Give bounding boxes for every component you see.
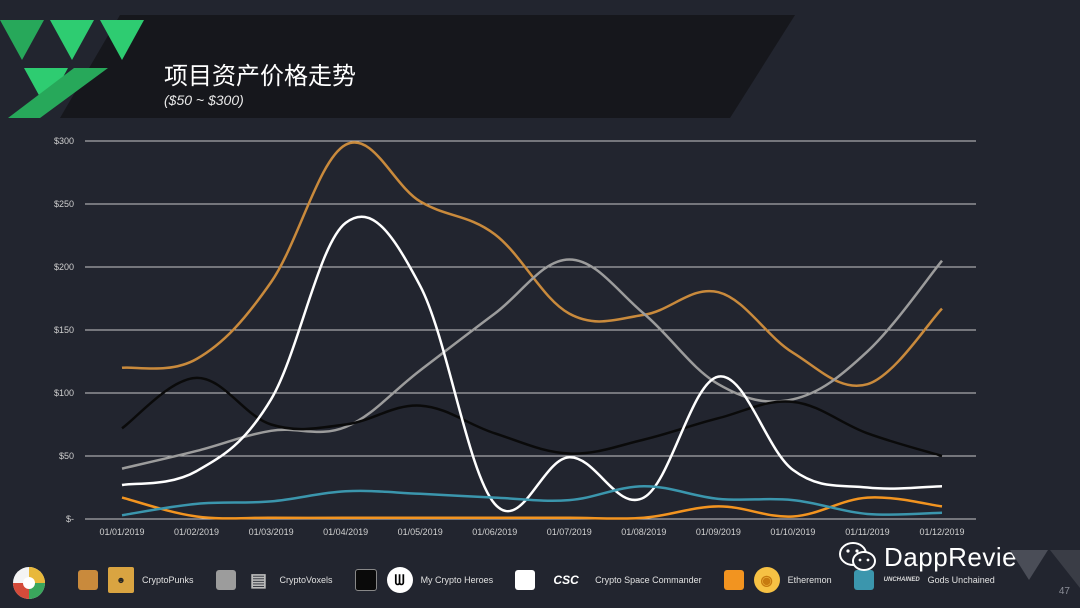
series-line-crypto-space-commander [121,215,943,513]
legend-swatch-etheremon [723,570,744,590]
logo-triangle-3 [100,20,144,60]
y-tick-label: $50 [59,451,74,461]
legend-item-my-crypto-heroes: ᗯ My Crypto Heroes [354,567,494,593]
series-line-cryptopunks [121,141,943,387]
legend-label-cryptovoxels: CryptoVoxels [279,575,333,585]
logo-triangle-2 [50,20,94,60]
legend-item-crypto-space-commander: CSC Crypto Space Commander [515,567,702,593]
legend-item-etheremon: ◉ Etheremon [723,567,832,593]
x-tick-label: 01/05/2019 [398,527,443,537]
chart-legend: ☻ CryptoPunks ▤ CryptoVoxels ᗯ My Crypto… [78,562,1017,598]
x-tick-label: 01/12/2019 [919,527,964,537]
legend-item-gods-unchained: UNCHAINED Gods Unchained [853,567,995,593]
x-tick-label: 01/09/2019 [696,527,741,537]
x-tick-label: 01/10/2019 [770,527,815,537]
series-layer [121,141,943,520]
logo-triangle-1 [0,20,44,60]
wechat-icon [839,542,876,571]
line-chart: $- $50 $100 $150 $200 $250 $300 01/01/2019 01/02… [54,136,976,537]
x-tick-label: 01/11/2019 [845,527,889,537]
legend-label-cryptopunks: CryptoPunks [142,575,194,585]
grid-layer [85,140,976,520]
title-banner [0,15,795,118]
logo-triangle-5 [8,68,108,118]
chart-subtitle: ($50 ~ $300) [164,92,244,108]
logo-triangle-4 [24,68,68,108]
crypto-space-commander-logo-icon: CSC [553,573,579,587]
x-tick-label: 01/08/2019 [621,527,666,537]
legend-swatch-cryptopunks [78,570,98,590]
chart-title: 项目资产价格走势 [164,62,356,90]
y-tick-label: $300 [54,136,74,146]
legend-swatch-my-crypto-heroes [354,569,377,591]
series-line-my-crypto-heroes [121,376,943,458]
my-crypto-heroes-logo-icon: ᗯ [386,567,413,593]
series-line-etheremon [121,496,943,520]
x-tick-label: 01/01/2019 [99,527,144,537]
x-tick-label: 01/06/2019 [472,527,517,537]
axis-layer: $- $50 $100 $150 $200 $250 $300 01/01/2019 01/02… [54,136,965,537]
x-tick-label: 01/07/2019 [547,527,592,537]
watermark-brand: DappReview [838,541,1036,573]
page-number: 47 [1058,586,1070,597]
cryptopunks-logo-icon: ☻ [108,567,134,593]
y-tick-label: $- [66,514,74,524]
y-tick-label: $200 [54,262,74,272]
series-line-gods-unchained [121,484,943,517]
legend-swatch-cryptovoxels [215,570,236,590]
legend-label-my-crypto-heroes: My Crypto Heroes [420,575,494,585]
cryptovoxels-logo-icon: ▤ [250,569,268,590]
corner-triangles-icon [1010,550,1080,588]
banner-dark-band [60,15,795,118]
legend-label-etheremon: Etheremon [787,575,832,585]
gods-unchained-logo-icon: UNCHAINED [883,577,920,583]
y-tick-label: $250 [54,199,74,209]
legend-label-gods-unchained: Gods Unchained [927,575,995,585]
dappreview-badge-icon [13,567,45,599]
brand-name: DappReview [884,541,1037,572]
series-line-cryptovoxels [121,258,943,470]
x-tick-label: 01/04/2019 [323,527,368,537]
legend-swatch-gods-unchained [853,570,874,590]
legend-label-crypto-space-commander: Crypto Space Commander [595,575,702,585]
legend-item-cryptovoxels: ▤ CryptoVoxels [215,567,333,593]
etheremon-logo-icon: ◉ [753,567,780,593]
legend-item-cryptopunks: ☻ CryptoPunks [78,567,194,593]
y-tick-label: $100 [54,388,74,398]
legend-swatch-crypto-space-commander [515,570,536,590]
x-tick-label: 01/02/2019 [174,527,219,537]
y-tick-label: $150 [54,325,74,335]
x-tick-label: 01/03/2019 [249,527,294,537]
